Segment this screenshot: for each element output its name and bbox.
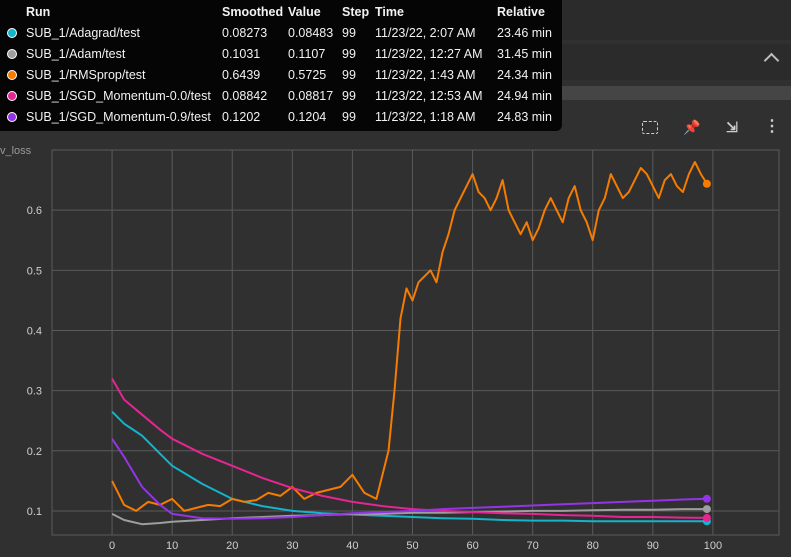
x-tick-label: 20 (226, 540, 238, 552)
x-tick-label: 40 (346, 540, 358, 552)
y-tick-label: 0.6 (27, 205, 42, 217)
smoothed-value: 0.08273 (222, 26, 268, 40)
x-tick-label: 100 (704, 540, 722, 552)
series-color-dot (7, 112, 17, 122)
relative-time: 24.34 min (497, 68, 552, 82)
time-value: 11/23/22, 12:53 AM (375, 89, 483, 103)
raw-value: 0.08817 (288, 89, 334, 103)
y-tick-label: 0.5 (27, 265, 42, 277)
raw-value: 0.1204 (288, 110, 327, 124)
x-tick-label: 30 (286, 540, 298, 552)
series-line[interactable] (111, 378, 707, 519)
run-name: SUB_1/RMSprop/test (26, 68, 146, 82)
relative-time: 23.46 min (497, 26, 552, 40)
x-tick-label: 50 (406, 540, 418, 552)
time-value: 11/23/22, 12:27 AM (375, 47, 483, 61)
y-tick-label: 0.4 (27, 325, 42, 337)
smoothed-value: 0.6439 (222, 68, 261, 82)
relative-time: 24.94 min (497, 89, 552, 103)
header-value: Value (288, 5, 321, 19)
raw-value: 0.08483 (288, 26, 334, 40)
step-value: 99 (342, 26, 356, 40)
series-lines (111, 161, 708, 526)
series-end-dot (702, 513, 711, 522)
y-tick-label: 0.3 (27, 386, 42, 398)
time-value: 11/23/22, 2:07 AM (375, 26, 476, 40)
series-end-dot (702, 494, 711, 503)
x-tick-label: 10 (166, 540, 178, 552)
more-vert-icon[interactable]: ⋮ (764, 118, 780, 135)
step-value: 99 (342, 47, 356, 61)
raw-value: 0.5725 (288, 68, 327, 82)
smoothed-value: 0.1202 (222, 110, 261, 124)
header-relative: Relative (497, 5, 545, 19)
series-end-dot (702, 179, 711, 188)
series-color-dot (7, 91, 17, 101)
header-run: Run (26, 5, 51, 19)
series-color-dot (7, 49, 17, 59)
run-name: SUB_1/SGD_Momentum-0.0/test (26, 89, 211, 103)
time-value: 11/23/22, 1:18 AM (375, 110, 476, 124)
series-color-dot (7, 70, 17, 80)
step-value: 99 (342, 110, 356, 124)
y-tick-label: 0.1 (27, 506, 42, 518)
series-line[interactable] (111, 161, 708, 512)
x-tick-label: 90 (647, 540, 659, 552)
relative-time: 31.45 min (497, 47, 552, 61)
run-name: SUB_1/Adam/test (26, 47, 126, 61)
x-tick-labels: 0 10 20 30 40 50 60 70 80 90 100 (109, 540, 722, 552)
pin-icon[interactable]: 📌 (683, 118, 701, 135)
series-end-dot (702, 505, 711, 514)
y-tick-label: 0.2 (27, 446, 42, 458)
header-step: Step (342, 5, 370, 19)
header-smoothed: Smoothed (222, 5, 284, 19)
series-line[interactable] (111, 508, 707, 526)
smoothed-value: 0.1031 (222, 47, 261, 61)
x-tick-label: 60 (466, 540, 478, 552)
x-tick-label: 0 (109, 540, 115, 552)
series-line[interactable] (111, 410, 707, 523)
x-tick-label: 70 (527, 540, 539, 552)
run-name: SUB_1/Adagrad/test (26, 26, 140, 40)
run-name: SUB_1/SGD_Momentum-0.9/test (26, 110, 211, 124)
step-value: 99 (342, 89, 356, 103)
step-value: 99 (342, 68, 356, 82)
fit-domain-icon[interactable] (639, 116, 661, 138)
time-value: 11/23/22, 1:43 AM (375, 68, 476, 82)
smoothed-value: 0.08842 (222, 89, 268, 103)
hover-tooltip: Run Smoothed Value Step Time Relative SU… (0, 0, 562, 131)
chart-title: v_loss (0, 145, 32, 157)
relative-time: 24.83 min (497, 110, 552, 124)
series-end-dots (702, 179, 711, 526)
x-tick-label: 80 (587, 540, 599, 552)
grid-lines (51, 149, 780, 536)
header-time: Time (375, 5, 404, 19)
raw-value: 0.1107 (288, 47, 326, 61)
series-line[interactable] (111, 438, 707, 520)
plot-frame (51, 149, 780, 536)
collapse-icon[interactable]: ⇲ (726, 118, 738, 135)
series-color-dot (7, 28, 17, 38)
y-tick-labels: 0.1 0.2 0.3 0.4 0.5 0.6 (27, 205, 42, 518)
